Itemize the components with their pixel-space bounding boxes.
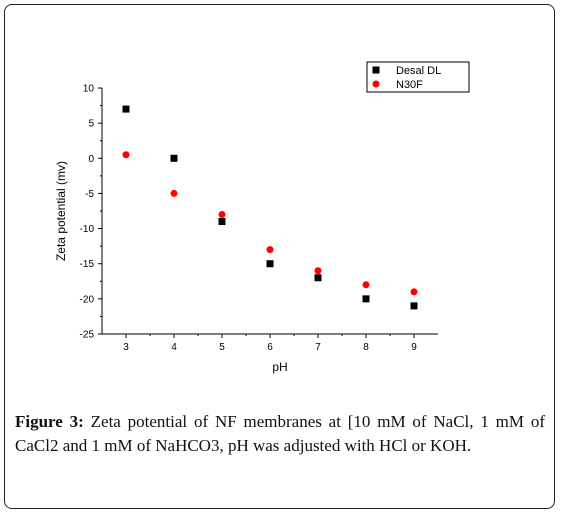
point-desal-dl [170,154,178,162]
caption-text: Zeta potential of NF membranes at [10 mM… [15,412,545,455]
point-n30f [122,151,130,159]
y-tick-label: 10 [83,84,95,95]
y-tick-label: -10 [80,224,95,235]
legend-marker [372,80,380,88]
y-tick-label: 5 [88,119,94,130]
figure-caption: Figure 3: Zeta potential of NF membranes… [15,410,545,458]
x-tick-label: 6 [267,342,273,353]
x-tick-label: 9 [411,342,417,353]
y-tick-label: 0 [88,154,94,165]
point-desal-dl [314,274,322,282]
point-desal-dl [218,218,226,226]
point-n30f [410,288,418,296]
x-tick-label: 5 [219,342,225,353]
y-tick-label: -25 [80,330,95,341]
legend-label: N30F [396,79,423,91]
legend-marker [372,66,380,74]
legend-box [366,61,470,93]
point-desal-dl [410,302,418,310]
x-tick-label: 3 [123,342,129,353]
point-desal-dl [122,105,130,113]
point-n30f [266,246,274,254]
caption-label: Figure 3: [15,412,84,431]
chart-marks [122,105,418,310]
legend-label: Desal DL [396,65,441,77]
y-tick-label: -20 [80,294,95,305]
x-axis-label: pH [272,360,287,374]
y-tick-label: -15 [80,259,95,270]
y-axis-label: Zeta potential (mv) [54,161,68,261]
point-desal-dl [362,295,370,303]
zeta-potential-chart: 10 5 0 -5 -10 -15 -20 -25 3 4 5 6 7 8 9 Desal DL N30F p… [54,61,470,374]
legend: Desal DL N30F [366,61,470,93]
point-desal-dl [266,260,274,268]
x-tick-label: 4 [171,342,177,353]
x-tick-label: 7 [315,342,321,353]
y-tick-label: -5 [85,189,94,200]
x-tick-label: 8 [363,342,369,353]
point-n30f [170,189,178,197]
point-n30f [218,211,226,219]
point-n30f [362,281,370,289]
axes: 10 5 0 -5 -10 -15 -20 -25 3 4 5 6 7 8 9 [80,84,438,353]
point-n30f [314,267,322,275]
